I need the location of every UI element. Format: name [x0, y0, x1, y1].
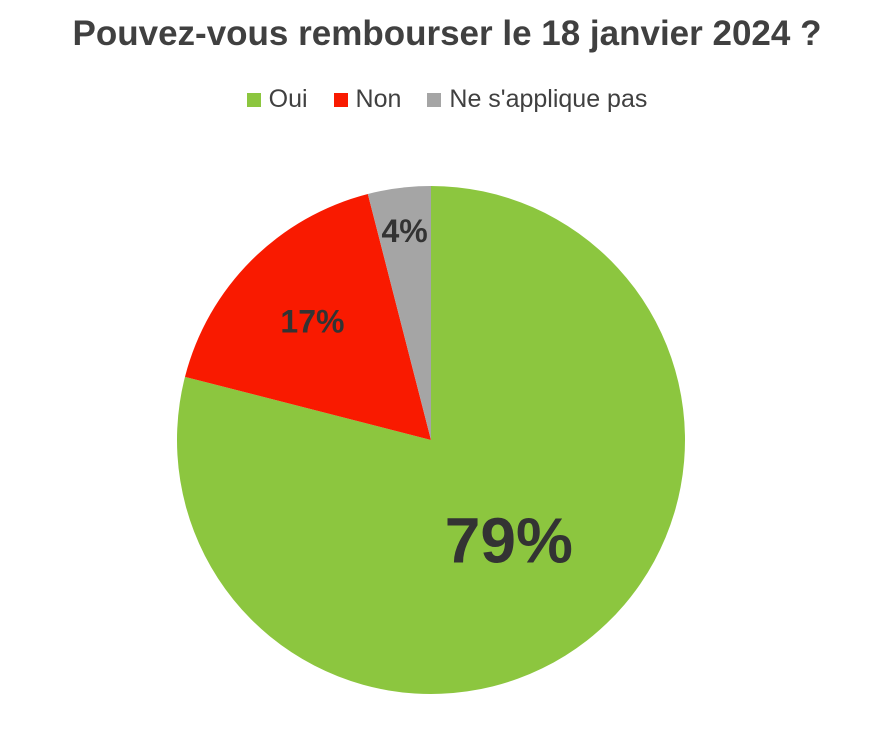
chart-title: Pouvez-vous rembourser le 18 janvier 202…: [72, 14, 822, 53]
legend-label-ne-s-applique-pas: Ne s'applique pas: [449, 85, 648, 113]
legend-swatch-ne-s-applique-pas: [427, 92, 442, 107]
legend: Oui Non Ne s'applique pas: [0, 85, 894, 114]
legend-label-oui: Oui: [268, 85, 308, 113]
pie-slice-oui: [177, 186, 686, 694]
pie-slice-ne-s-applique-pas: [367, 186, 431, 440]
legend-item-ne-s-applique-pas: Ne s'applique pas: [427, 85, 647, 114]
pie-slice-non: [184, 193, 431, 440]
legend-swatch-oui: [246, 92, 261, 107]
legend-swatch-non: [333, 92, 348, 107]
data-label-ne-s-applique-pas: 4%: [381, 213, 427, 249]
data-label-oui: 79%: [445, 504, 573, 576]
legend-label-non: Non: [355, 85, 402, 113]
data-label-non: 17%: [280, 303, 344, 339]
legend-item-oui: Oui: [246, 85, 308, 114]
legend-item-non: Non: [333, 85, 402, 114]
